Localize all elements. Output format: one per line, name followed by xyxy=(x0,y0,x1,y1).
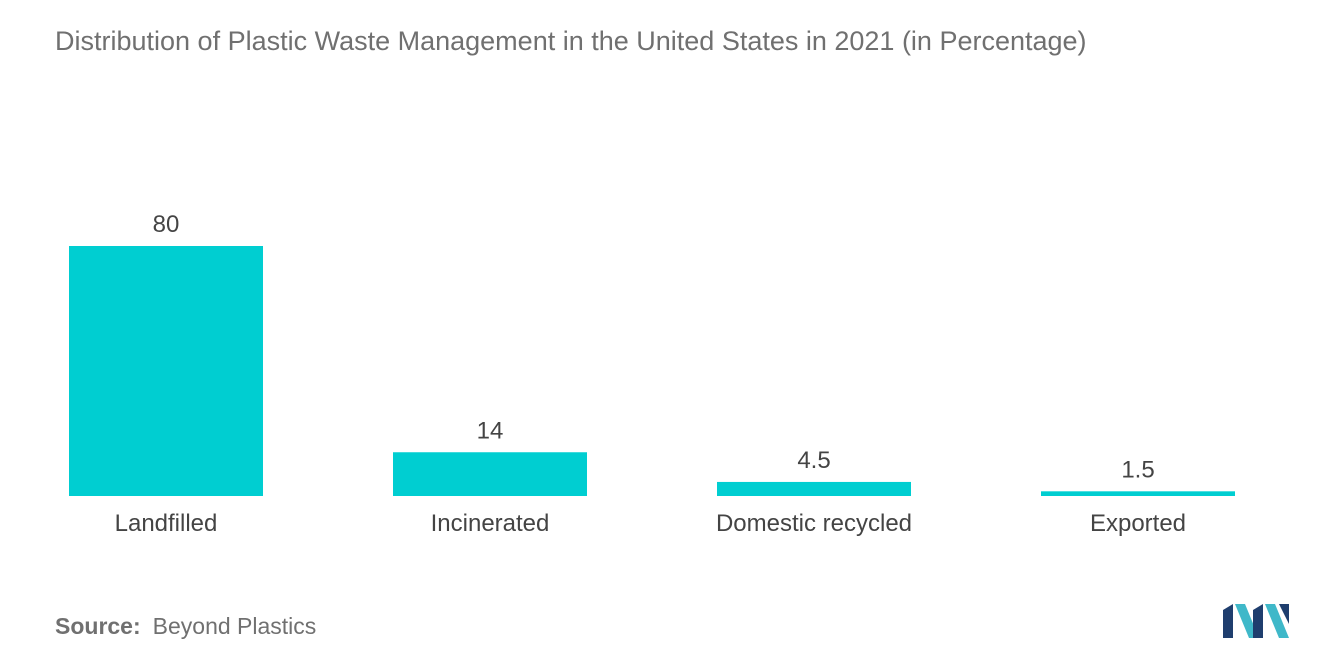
data-label: 80 xyxy=(153,211,180,238)
category-label: Landfilled xyxy=(115,510,218,537)
bar-landfilled xyxy=(69,246,263,496)
bar-incinerated xyxy=(393,452,587,496)
data-label: 1.5 xyxy=(1121,456,1154,483)
bar-exported xyxy=(1041,491,1235,496)
bar-chart: 80 Landfilled 14 Incinerated 4.5 Domestic rec… xyxy=(69,211,1235,537)
bar-domestic-recycled xyxy=(717,481,911,496)
source-label: Source: xyxy=(55,613,141,639)
mordor-logo-icon xyxy=(1223,604,1289,638)
data-label: 4.5 xyxy=(797,447,830,474)
category-label: Domestic recycled xyxy=(716,510,912,537)
category-label: Incinerated xyxy=(431,510,550,537)
chart-title: Distribution of Plastic Waste Management… xyxy=(55,26,1087,56)
source-value: Beyond Plastics xyxy=(152,613,317,639)
category-label: Exported xyxy=(1090,510,1186,537)
data-label: 14 xyxy=(477,417,504,444)
source-note: Source: Beyond Plastics xyxy=(55,613,316,640)
